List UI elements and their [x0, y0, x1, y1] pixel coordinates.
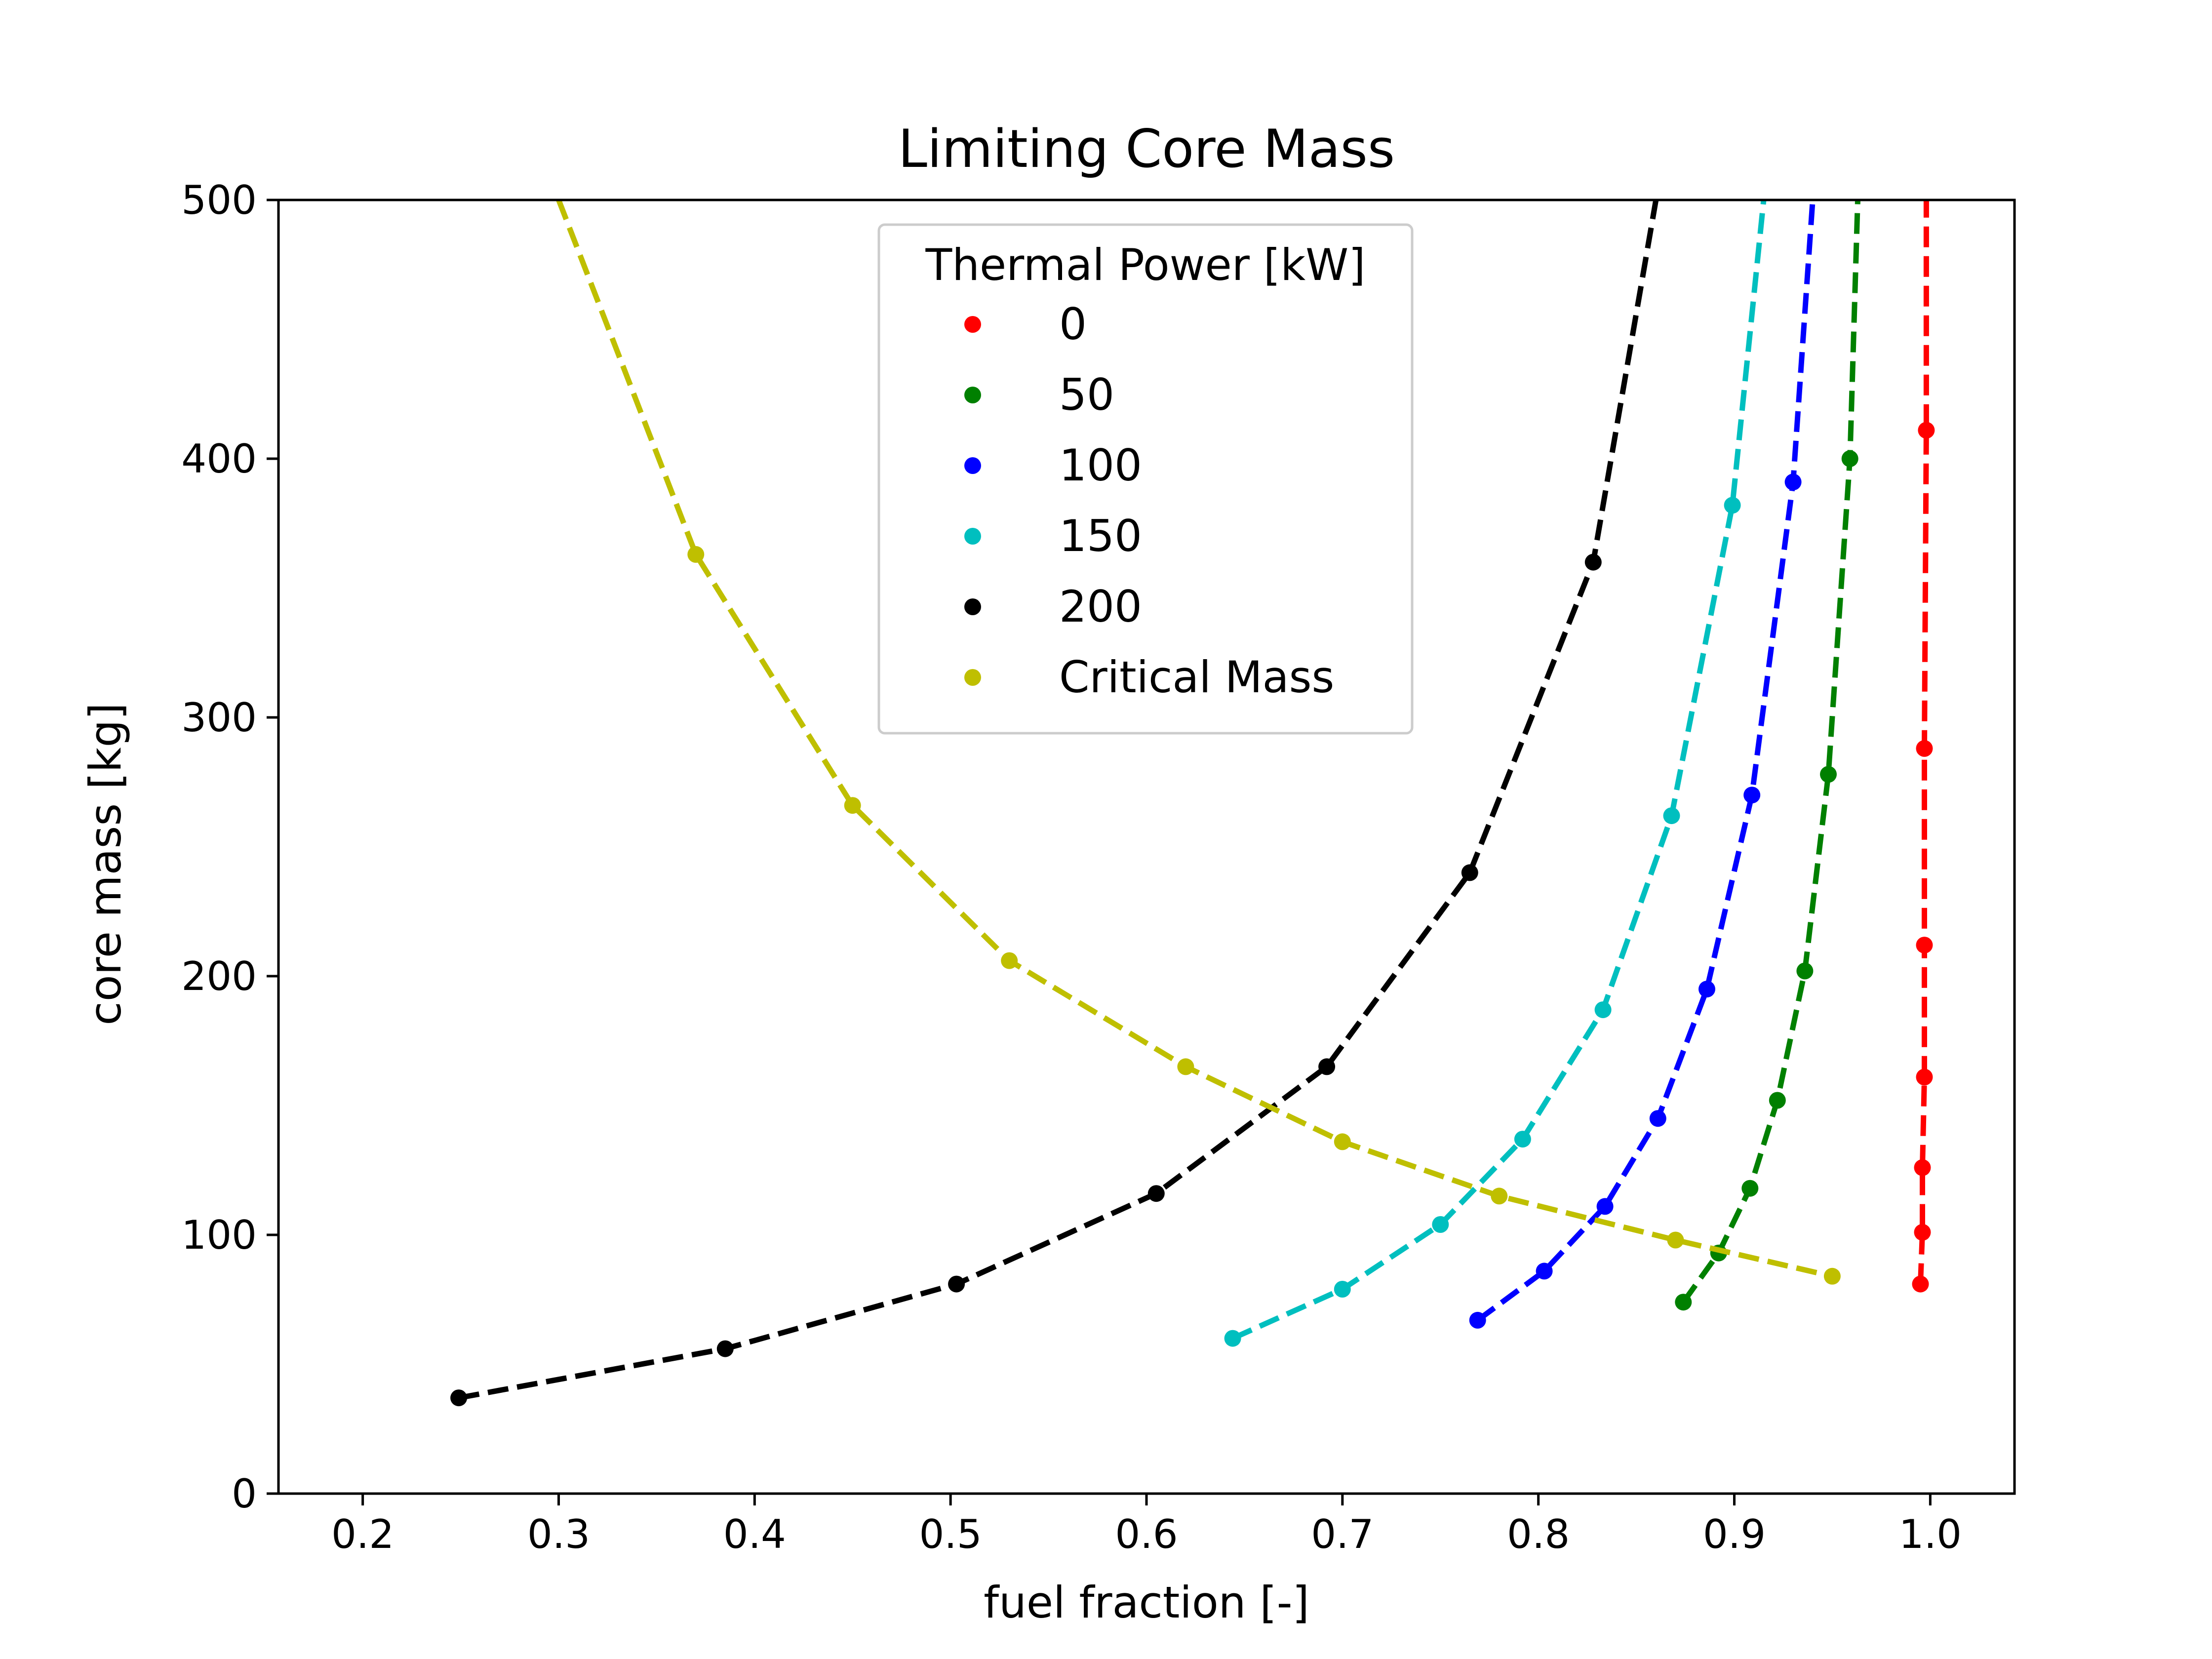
- data-point-4-5: [1461, 864, 1478, 881]
- series-line-2: [1476, 200, 1816, 1323]
- data-point-5-1: [844, 797, 861, 814]
- legend-title: Thermal Power [kW]: [925, 239, 1365, 290]
- legend-label-4: 200: [1059, 581, 1142, 632]
- data-point-0-3: [1916, 1068, 1933, 1086]
- x-tick-label-4: 0.6: [1115, 1511, 1178, 1557]
- data-point-0-1: [1914, 1224, 1931, 1241]
- x-tick-label-2: 0.4: [723, 1511, 786, 1557]
- x-tick-label-8: 1.0: [1899, 1511, 1962, 1557]
- series-4: [450, 200, 1659, 1407]
- series-layer: [450, 200, 1935, 1407]
- series-2: [1469, 200, 1816, 1329]
- x-axis-label: fuel fraction [-]: [984, 1577, 1309, 1628]
- x-tick-label-3: 0.5: [919, 1511, 982, 1557]
- data-point-0-2: [1914, 1159, 1931, 1176]
- data-point-0-6: [1918, 422, 1935, 439]
- data-point-3-2: [1432, 1216, 1449, 1233]
- y-tick-label-0: 0: [232, 1471, 257, 1517]
- data-point-5-5: [1491, 1187, 1508, 1205]
- data-point-0-0: [1912, 1275, 1929, 1293]
- y-tick-label-2: 200: [181, 953, 257, 999]
- data-point-3-3: [1514, 1131, 1531, 1148]
- data-point-3-4: [1594, 1001, 1612, 1019]
- series-line-1: [1681, 200, 1860, 1304]
- data-point-5-3: [1177, 1058, 1194, 1075]
- data-point-1-0: [1675, 1294, 1692, 1311]
- data-point-2-3: [1649, 1110, 1666, 1127]
- legend: Thermal Power [kW] 0 50 100 150 200 Critical M…: [877, 223, 1414, 735]
- legend-marker-5: [964, 669, 981, 686]
- legend-marker-2: [964, 457, 981, 474]
- plot-area: 0.2 0.3 0.4 0.5 0.6 0.7 0.8 0.9 1.0 0 100 200 300 400…: [181, 177, 2016, 1557]
- legend-label-3: 150: [1059, 511, 1142, 561]
- series-line-4: [458, 200, 1659, 1401]
- data-point-5-0: [687, 546, 705, 563]
- series-0: [1912, 200, 1935, 1293]
- y-tick-label-4: 400: [181, 436, 257, 482]
- series-line-0: [1918, 200, 1929, 1284]
- series-line-3: [1231, 200, 1767, 1341]
- data-point-3-5: [1663, 807, 1680, 825]
- data-point-3-6: [1724, 497, 1741, 514]
- data-point-3-1: [1334, 1281, 1351, 1298]
- legend-label-2: 100: [1059, 440, 1142, 491]
- series-1: [1675, 200, 1860, 1311]
- x-tick-label-0: 0.2: [331, 1511, 394, 1557]
- data-point-5-4: [1334, 1133, 1351, 1150]
- data-point-1-5: [1820, 766, 1837, 783]
- legend-label-5: Critical Mass: [1059, 652, 1334, 703]
- y-axis-label: core mass [kg]: [80, 703, 131, 1025]
- y-tick-label-1: 100: [181, 1212, 257, 1258]
- data-point-5-2: [1001, 952, 1018, 969]
- legend-marker-3: [964, 528, 981, 545]
- data-point-1-2: [1741, 1180, 1759, 1197]
- data-point-2-5: [1743, 787, 1761, 804]
- data-point-4-3: [1147, 1185, 1165, 1202]
- legend-label-0: 0: [1059, 299, 1087, 350]
- legend-label-1: 50: [1059, 369, 1114, 420]
- data-point-2-0: [1469, 1311, 1486, 1329]
- y-tick-label-5: 500: [181, 177, 257, 223]
- data-point-1-4: [1796, 962, 1814, 980]
- x-tick-label-7: 0.9: [1703, 1511, 1766, 1557]
- data-point-5-6: [1667, 1231, 1684, 1249]
- data-point-2-6: [1784, 474, 1802, 491]
- y-ticks: 0 100 200 300 400 500: [181, 177, 278, 1517]
- data-point-4-6: [1584, 553, 1602, 571]
- data-point-2-1: [1536, 1263, 1553, 1280]
- x-tick-label-6: 0.8: [1507, 1511, 1570, 1557]
- legend-marker-4: [964, 598, 981, 615]
- data-point-0-4: [1916, 937, 1933, 954]
- data-point-4-4: [1318, 1058, 1336, 1075]
- data-point-1-6: [1841, 450, 1858, 467]
- chart-title: Limiting Core Mass: [898, 118, 1395, 179]
- data-point-2-4: [1698, 981, 1715, 998]
- x-ticks: 0.2 0.3 0.4 0.5 0.6 0.7 0.8 0.9 1.0: [331, 1494, 1962, 1557]
- data-point-2-2: [1596, 1198, 1614, 1215]
- series-5: [556, 200, 1841, 1285]
- data-point-0-5: [1916, 740, 1933, 757]
- data-point-3-0: [1224, 1330, 1241, 1347]
- series-3: [1224, 200, 1767, 1347]
- legend-frame: [877, 223, 1414, 735]
- data-point-4-0: [450, 1389, 468, 1407]
- data-point-5-7: [1823, 1267, 1841, 1285]
- y-tick-label-3: 300: [181, 695, 257, 741]
- legend-marker-0: [964, 316, 981, 333]
- x-tick-label-5: 0.7: [1311, 1511, 1374, 1557]
- x-tick-label-1: 0.3: [527, 1511, 590, 1557]
- data-point-4-2: [948, 1275, 965, 1293]
- data-point-1-3: [1769, 1092, 1786, 1109]
- data-point-4-1: [716, 1340, 734, 1357]
- legend-marker-1: [964, 387, 981, 403]
